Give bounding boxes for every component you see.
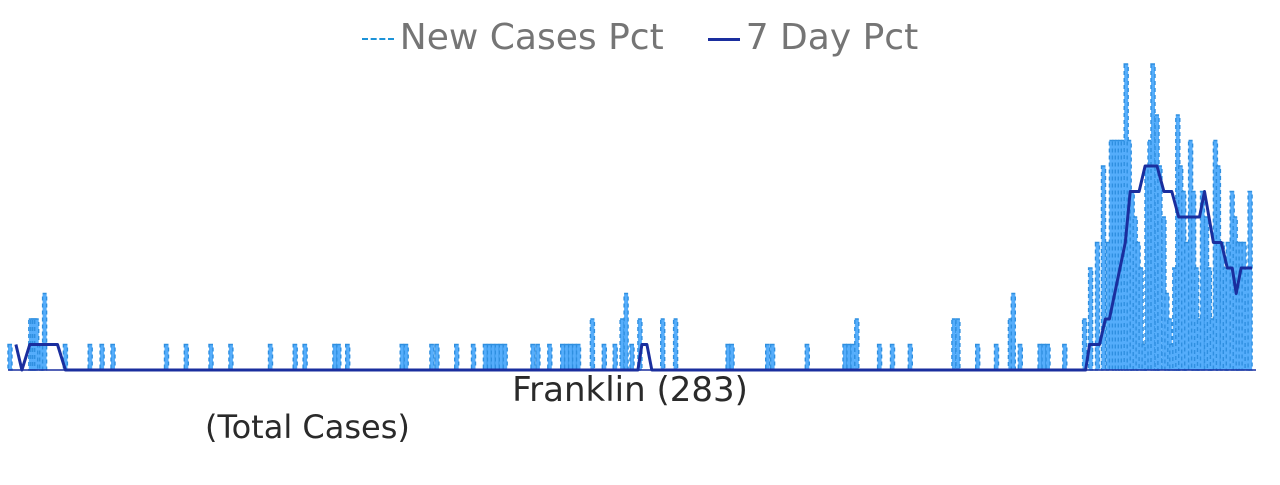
- bar-new-cases-pct-34: [530, 343, 536, 371]
- bar-new-cases-pct-21: [345, 343, 351, 371]
- bar-new-cases-pct-72: [1045, 343, 1051, 371]
- legend-item-7-day-pct[interactable]: 7 Day Pct: [707, 14, 919, 62]
- bar-new-cases-pct-113: [1212, 139, 1219, 371]
- bar-new-cases-pct-79: [1108, 139, 1115, 371]
- bar-new-cases-pct-105: [1187, 139, 1194, 371]
- bar-new-cases-pct-24: [429, 343, 435, 371]
- bar-new-cases-pct-62: [907, 343, 913, 371]
- line-layer: [14, 164, 1252, 372]
- bars-layer: [7, 63, 1253, 371]
- bar-new-cases-pct-65: [975, 343, 981, 371]
- bar-new-cases-pct-14: [208, 343, 214, 371]
- bar-new-cases-pct-35: [535, 343, 541, 371]
- bar-new-cases-pct-41: [575, 343, 582, 371]
- bar-new-cases-pct-54: [769, 343, 776, 371]
- bar-new-cases-pct-76: [1094, 241, 1101, 371]
- bar-new-cases-pct-0: [7, 343, 13, 371]
- bar-new-cases-pct-73: [1062, 343, 1068, 371]
- bar-new-cases-pct-13: [183, 343, 190, 371]
- bar-new-cases-pct-124: [1247, 190, 1253, 371]
- bar-new-cases-pct-69: [1017, 343, 1023, 371]
- bar-new-cases-pct-52: [729, 343, 735, 371]
- bar-new-cases-pct-12: [163, 343, 170, 371]
- bar-new-cases-pct-60: [876, 343, 883, 371]
- bar-new-cases-pct-18: [302, 343, 308, 371]
- bar-new-cases-pct-64: [955, 318, 961, 371]
- bar-new-cases-pct-20: [336, 343, 342, 371]
- legend-label-new-cases-pct: New Cases Pct: [399, 17, 664, 58]
- chart-caption-county: Franklin (283): [512, 370, 748, 410]
- bar-new-cases-pct-17: [292, 343, 298, 371]
- bar-new-cases-pct-10: [99, 343, 105, 371]
- bar-new-cases-pct-36: [547, 343, 553, 371]
- bar-new-cases-pct-55: [804, 343, 810, 371]
- bar-new-cases-pct-109: [1199, 190, 1206, 371]
- legend-swatch-solid: [707, 37, 740, 41]
- legend-item-new-cases-pct[interactable]: New Cases Pct: [361, 14, 664, 62]
- bar-new-cases-pct-46: [623, 292, 629, 371]
- bar-new-cases-pct-9: [87, 343, 93, 371]
- legend: New Cases Pct 7 Day Pct: [0, 14, 1280, 62]
- bar-new-cases-pct-42: [589, 318, 596, 371]
- bar-new-cases-pct-15: [228, 343, 234, 371]
- bar-new-cases-pct-92: [1147, 139, 1153, 371]
- bar-new-cases-pct-16: [267, 343, 274, 371]
- chart-caption-total-cases: (Total Cases): [205, 408, 410, 446]
- bar-new-cases-pct-33: [502, 343, 508, 371]
- bar-new-cases-pct-47: [629, 343, 635, 371]
- bar-new-cases-pct-68: [1010, 292, 1016, 371]
- bar-new-cases-pct-25: [434, 343, 440, 371]
- bar-new-cases-pct-26: [454, 343, 460, 371]
- bar-new-cases-pct-49: [660, 318, 666, 371]
- legend-label-7-day-pct: 7 Day Pct: [745, 17, 919, 58]
- bar-new-cases-pct-85: [1126, 139, 1132, 371]
- bar-new-cases-pct-59: [854, 318, 860, 371]
- bar-new-cases-pct-81: [1114, 139, 1121, 371]
- line-7-day-pct: [14, 164, 1252, 372]
- legend-swatch-dashed: [361, 38, 394, 40]
- bar-new-cases-pct-27: [470, 343, 477, 371]
- bar-new-cases-pct-80: [1111, 139, 1118, 371]
- bar-new-cases-pct-61: [889, 343, 896, 371]
- bar-new-cases-pct-114: [1215, 165, 1222, 371]
- bar-new-cases-pct-43: [601, 343, 607, 371]
- bar-new-cases-pct-53: [765, 343, 771, 371]
- bar-new-cases-pct-50: [672, 318, 679, 371]
- bar-new-cases-pct-7: [41, 292, 48, 371]
- bar-new-cases-pct-11: [110, 343, 116, 371]
- bar-new-cases-pct-82: [1117, 139, 1124, 371]
- bar-new-cases-pct-66: [993, 343, 1000, 371]
- bar-new-cases-pct-23: [403, 343, 409, 371]
- bar-new-cases-pct-44: [612, 343, 618, 371]
